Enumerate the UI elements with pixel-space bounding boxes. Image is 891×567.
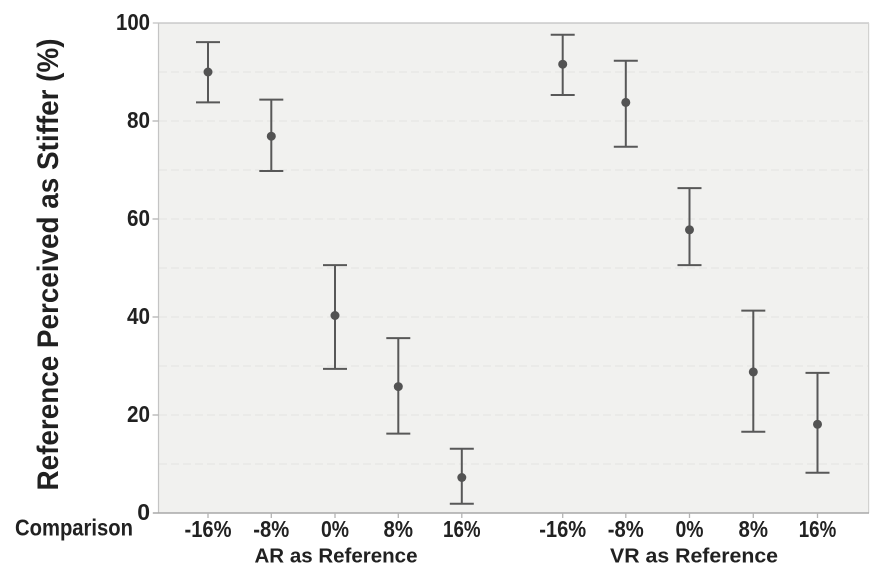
svg-text:80: 80 <box>127 107 150 133</box>
svg-text:0%: 0% <box>321 516 349 542</box>
svg-text:VR as Reference: VR as Reference <box>610 545 778 567</box>
svg-text:Reference Perceived as Stiffer: Reference Perceived as Stiffer (%) <box>32 39 65 491</box>
svg-text:0: 0 <box>137 499 150 525</box>
svg-text:100: 100 <box>116 9 150 35</box>
svg-text:-8%: -8% <box>608 516 644 542</box>
svg-text:20: 20 <box>127 401 150 427</box>
svg-text:60: 60 <box>127 205 150 231</box>
svg-text:40: 40 <box>127 303 150 329</box>
svg-text:-16%: -16% <box>539 516 586 542</box>
svg-text:16%: 16% <box>799 516 837 542</box>
svg-text:-8%: -8% <box>253 516 289 542</box>
svg-text:8%: 8% <box>739 516 769 542</box>
svg-text:AR as Reference: AR as Reference <box>255 545 418 567</box>
svg-text:8%: 8% <box>384 516 414 542</box>
svg-text:Comparison: Comparison <box>15 515 133 541</box>
svg-text:-16%: -16% <box>185 516 232 542</box>
svg-text:0%: 0% <box>676 516 704 542</box>
svg-text:16%: 16% <box>443 516 481 542</box>
